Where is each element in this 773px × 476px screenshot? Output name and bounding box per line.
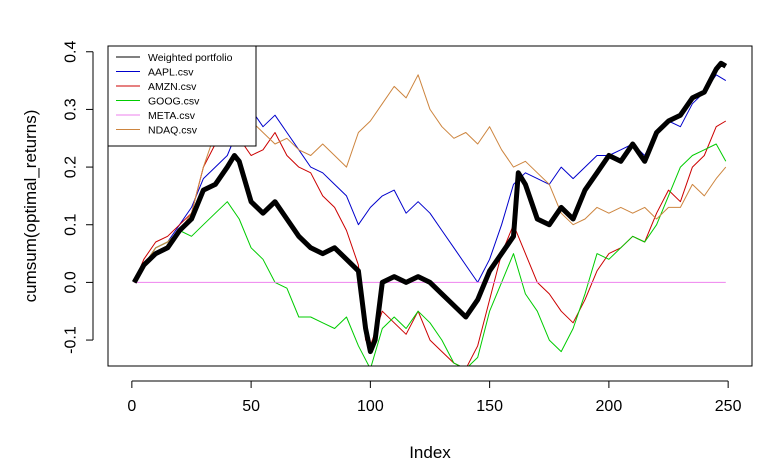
y-tick-label: 0.1: [63, 214, 80, 236]
plot-frame: [107, 45, 753, 367]
x-tick-label: 0: [127, 398, 136, 415]
legend-label: AAPL.csv: [148, 67, 194, 79]
legend-label: META.csv: [148, 110, 196, 122]
y-tick-label: 0.4: [63, 41, 80, 63]
legend-label: AMZN.csv: [148, 81, 197, 93]
x-tick-label: 100: [357, 398, 384, 415]
legend-label: GOOG.csv: [148, 96, 200, 108]
y-tick-label: 0.0: [63, 271, 80, 293]
y-tick-label: 0.3: [63, 98, 80, 120]
x-tick-label: 250: [715, 398, 742, 415]
y-tick-label: -0.1: [63, 326, 80, 354]
x-tick-label: 150: [476, 398, 503, 415]
x-tick-label: 50: [242, 398, 260, 415]
legend: Weighted portfolio AAPL.csv AMZN.csv GOOG.c…: [107, 45, 257, 147]
series-line-amzn-csv: [133, 120, 727, 366]
legend-label: NDAQ.csv: [148, 125, 198, 137]
series-line-goog-csv: [133, 143, 727, 366]
axes: 0 50 100 150 200 250 -0.1 0.0 0.1 0.2 0.3 0.4: [63, 41, 742, 415]
legend-label: Weighted portfolio: [148, 52, 233, 64]
x-axis-title: Index: [409, 443, 451, 462]
y-tick-label: 0.2: [63, 156, 80, 178]
series-line-weighted-portfolio: [132, 60, 728, 355]
x-tick-label: 200: [596, 398, 623, 415]
y-axis-title: cumsum(optimal_returns): [21, 110, 40, 303]
